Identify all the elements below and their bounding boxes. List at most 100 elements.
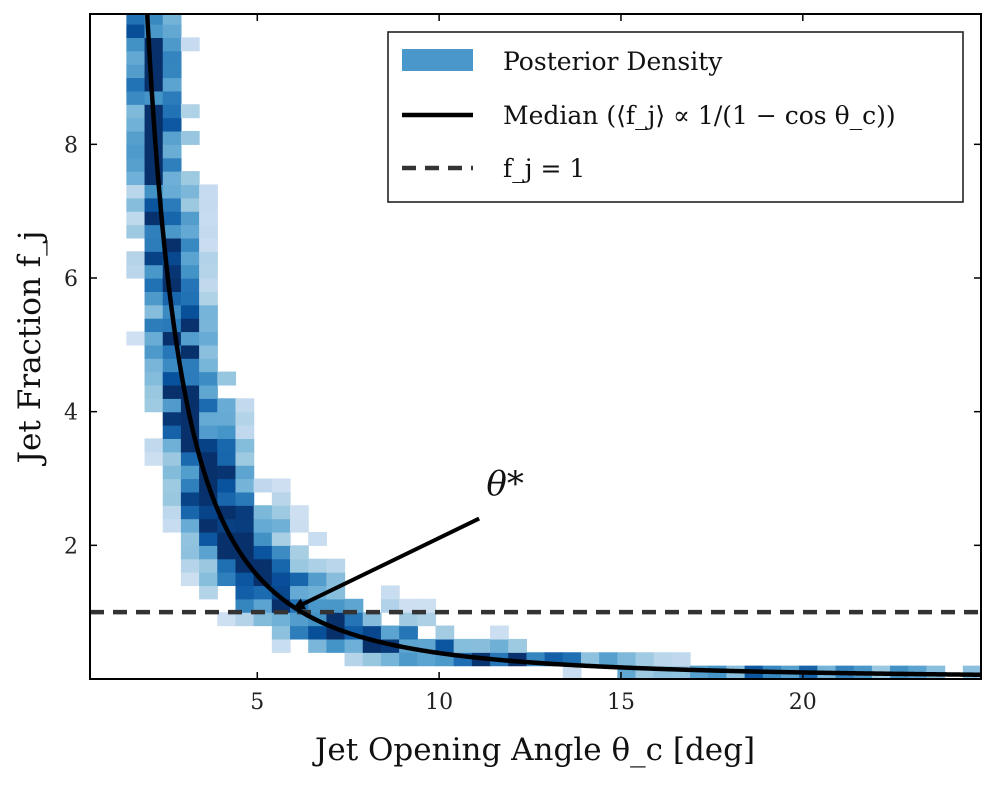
density-cell [126, 117, 146, 132]
density-cell [162, 451, 182, 466]
density-cell [144, 331, 164, 346]
density-cell [671, 652, 691, 667]
density-cell [144, 438, 164, 453]
density-cell [180, 518, 200, 533]
density-cell [453, 638, 473, 653]
density-cell [126, 157, 146, 172]
legend-posterior-patch [402, 49, 473, 71]
density-cell [217, 491, 237, 506]
density-cell [235, 465, 255, 480]
density-cell [144, 77, 164, 92]
density-cell [126, 211, 146, 226]
density-cell [199, 531, 218, 546]
density-cell [126, 37, 146, 52]
density-cell [144, 371, 164, 386]
density-cell [180, 572, 200, 587]
density-cell [362, 652, 382, 667]
density-cell [199, 277, 218, 292]
density-cell [217, 451, 237, 466]
density-cell [144, 224, 164, 239]
density-cell [162, 157, 182, 172]
x-tick-label: 15 [607, 690, 635, 715]
x-tick-label: 10 [425, 690, 453, 715]
density-cell [180, 531, 200, 546]
density-cell [180, 251, 200, 266]
legend-median-label: Median (⟨f_j⟩ ∝ 1/(1 − cos θ_c)) [503, 101, 896, 130]
density-cell [344, 612, 364, 627]
density-cell [180, 344, 200, 359]
density-cell [235, 398, 255, 413]
density-cell [217, 545, 237, 560]
density-cell [180, 318, 200, 333]
density-cell [162, 104, 182, 119]
density-cell [344, 598, 364, 613]
density-cell [235, 478, 255, 493]
density-cell [271, 545, 291, 560]
density-cell [180, 197, 200, 212]
x-tick-label: 5 [250, 690, 264, 715]
density-cell [199, 545, 218, 560]
density-cell [126, 90, 146, 105]
density-cell [217, 558, 237, 573]
density-cell [199, 585, 218, 600]
density-cell [126, 224, 146, 239]
density-cell [271, 518, 291, 533]
density-cell [326, 612, 346, 627]
density-cell [344, 638, 364, 653]
density-cell [653, 652, 673, 667]
density-cell [217, 478, 237, 493]
density-cell [126, 50, 146, 65]
density-cell [180, 37, 200, 52]
density-cell [180, 505, 200, 520]
density-cell [308, 558, 327, 573]
density-cell [180, 171, 200, 186]
density-cell [162, 371, 182, 386]
density-cell [126, 331, 146, 346]
density-cell [162, 277, 182, 292]
density-cell [126, 77, 146, 92]
density-cell [217, 438, 237, 453]
density-cell [217, 411, 237, 426]
density-cell [199, 197, 218, 212]
density-cell [144, 344, 164, 359]
density-cell [144, 398, 164, 413]
density-cell [180, 264, 200, 279]
density-cell [126, 251, 146, 266]
density-cell [162, 14, 182, 25]
density-cell [617, 652, 637, 667]
density-cell [180, 478, 200, 493]
density-cell [235, 425, 255, 439]
density-cell [162, 50, 182, 65]
density-cell [180, 237, 200, 252]
density-cell [253, 612, 273, 627]
density-cell [271, 612, 291, 627]
density-cell [199, 211, 218, 226]
density-cell [253, 545, 273, 560]
density-cell [162, 77, 182, 92]
density-cell [253, 531, 273, 546]
plot-frame [89, 13, 982, 680]
density-cell [199, 518, 218, 533]
density-cell [326, 638, 346, 653]
density-cell [271, 638, 291, 653]
density-cell [180, 558, 200, 573]
density-cell [217, 465, 237, 480]
density-cell [435, 638, 455, 653]
density-cell [199, 411, 218, 426]
density-cell [290, 518, 309, 533]
density-cell [235, 411, 255, 426]
density-cell [635, 652, 655, 667]
density-cell [126, 184, 146, 199]
density-cell [144, 384, 164, 399]
density-cell [180, 211, 200, 226]
density-cell [144, 358, 164, 373]
density-cell [199, 184, 218, 199]
theta-star-arrow [292, 516, 481, 610]
density-cell [126, 24, 146, 38]
y-tick-label: 2 [64, 534, 78, 559]
density-cell [271, 572, 291, 587]
density-cell [199, 251, 218, 266]
density-cell [235, 505, 255, 520]
density-cell [290, 558, 309, 573]
